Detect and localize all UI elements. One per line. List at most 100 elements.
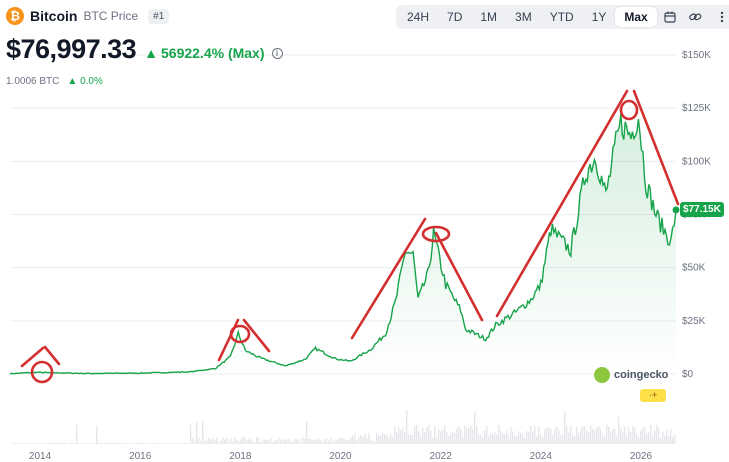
volume-bar xyxy=(410,434,412,444)
volume-bar xyxy=(232,441,234,444)
volume-bar xyxy=(136,443,138,444)
volume-bar xyxy=(396,432,398,444)
volume-bar xyxy=(484,430,486,444)
volume-bar xyxy=(32,443,34,444)
btc-value: 1.0006 BTC xyxy=(6,76,60,87)
timeframe-1y[interactable]: 1Y xyxy=(591,10,607,24)
volume-bar xyxy=(86,443,88,444)
timeframe-ytd[interactable]: YTD xyxy=(549,10,574,24)
volume-bar xyxy=(286,439,288,444)
volume-bar xyxy=(366,437,368,444)
volume-bar xyxy=(488,436,490,444)
volume-bar xyxy=(176,442,178,444)
volume-bar xyxy=(482,437,484,444)
volume-bar xyxy=(214,440,216,444)
volume-bar xyxy=(46,442,48,444)
volume-bar xyxy=(480,434,482,444)
volume-bar xyxy=(128,442,130,444)
volume-bar xyxy=(50,442,52,444)
volume-bar xyxy=(558,430,560,444)
volume-bar xyxy=(658,427,660,444)
volume-bar xyxy=(414,425,416,444)
volume-bar xyxy=(160,443,162,444)
current-price: $76,997.33 xyxy=(6,34,137,64)
triangle-up-icon: ▲ xyxy=(144,45,158,61)
annotation-line xyxy=(632,89,680,206)
volume-bar xyxy=(220,440,222,444)
volume-bar xyxy=(404,432,406,444)
volume-bar xyxy=(352,435,354,444)
annotation-line xyxy=(242,318,271,353)
volume-bar xyxy=(120,443,122,444)
volume-bar xyxy=(110,442,112,444)
volume-bar xyxy=(510,427,512,444)
volume-bar xyxy=(450,433,452,444)
volume-bar xyxy=(264,439,266,444)
volume-bar xyxy=(258,437,260,444)
volume-bar xyxy=(636,434,638,444)
info-icon[interactable]: i xyxy=(271,47,283,59)
timeframe-3m[interactable]: 3M xyxy=(515,10,532,24)
volume-bar xyxy=(516,435,518,444)
volume-bar xyxy=(638,437,640,444)
volume-bar xyxy=(168,442,170,444)
volume-bar xyxy=(274,439,276,444)
volume-bar xyxy=(470,425,472,444)
volume-bar xyxy=(376,433,378,444)
volume-bar xyxy=(622,432,624,444)
volume-bar xyxy=(596,427,598,444)
volume-bar xyxy=(618,416,620,444)
current-price-dot xyxy=(672,206,680,214)
volume-bar xyxy=(456,428,458,444)
volume-bar xyxy=(586,430,588,444)
volume-bar xyxy=(318,438,320,444)
coin-symbol-label: BTC Price xyxy=(83,9,139,23)
volume-bar xyxy=(416,424,418,444)
volume-bar xyxy=(446,432,448,444)
volume-bar xyxy=(394,426,396,444)
volume-bar xyxy=(474,411,476,444)
volume-bar xyxy=(282,440,284,444)
volume-bar xyxy=(18,443,20,444)
y-tick-label: $25K xyxy=(682,316,706,327)
volume-bar xyxy=(98,442,100,444)
volume-bar xyxy=(190,424,192,444)
volume-bar xyxy=(116,442,118,444)
volume-bar xyxy=(608,426,610,444)
volume-bar xyxy=(344,438,346,444)
volume-bar xyxy=(288,438,290,444)
volume-bar xyxy=(312,440,314,444)
volume-bar xyxy=(172,443,174,444)
more-icon[interactable] xyxy=(709,7,729,27)
volume-bar xyxy=(578,433,580,444)
volume-bar xyxy=(152,443,154,444)
volume-bar xyxy=(88,443,90,444)
link-icon[interactable] xyxy=(683,7,709,27)
volume-bar xyxy=(336,439,338,444)
volume-bar xyxy=(346,440,348,444)
volume-bar xyxy=(662,432,664,444)
coingecko-brand[interactable]: coingecko xyxy=(594,367,668,383)
timeframe-24h[interactable]: 24H xyxy=(407,10,430,24)
timeframe-1m[interactable]: 1M xyxy=(480,10,498,24)
volume-bar xyxy=(648,432,650,444)
volume-bar xyxy=(384,434,386,444)
volume-bar xyxy=(204,440,206,444)
volume-bar xyxy=(646,433,648,444)
volume-bar xyxy=(642,428,644,444)
calendar-icon[interactable] xyxy=(657,7,683,27)
volume-bar xyxy=(300,441,302,444)
annotation-line xyxy=(434,231,484,322)
volume-bar xyxy=(566,425,568,444)
timeframe-7d[interactable]: 7D xyxy=(447,10,463,24)
annotation-circle xyxy=(30,360,54,384)
volume-bar xyxy=(104,443,106,444)
volume-bar xyxy=(302,437,304,444)
volume-bar xyxy=(238,441,240,444)
x-tick-label: 2026 xyxy=(630,451,653,462)
volume-bar xyxy=(310,438,312,444)
volume-bar xyxy=(632,425,634,444)
timeframe-max[interactable]: Max xyxy=(615,7,657,27)
volume-bar xyxy=(280,439,282,444)
